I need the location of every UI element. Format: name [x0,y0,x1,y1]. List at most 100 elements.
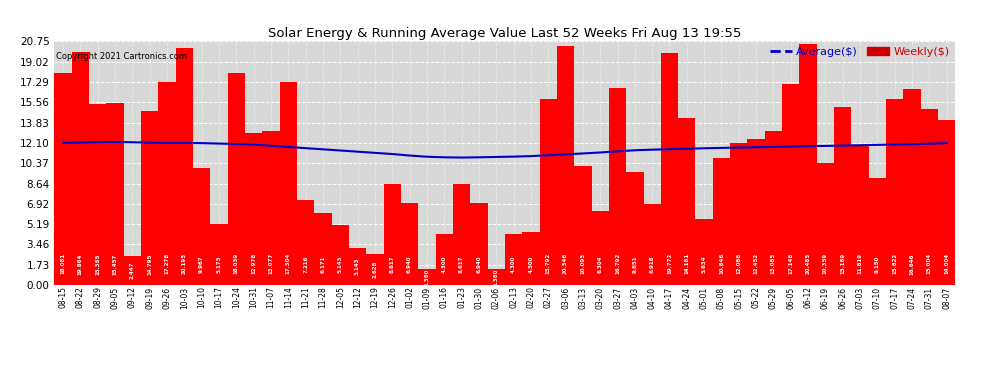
Text: 17.148: 17.148 [788,253,793,274]
Text: 2.447: 2.447 [130,262,135,279]
Text: 15.822: 15.822 [892,253,897,274]
Bar [921,109,939,285]
Text: 10.095: 10.095 [580,253,585,274]
Text: 10.359: 10.359 [823,253,828,274]
Bar [72,52,89,285]
Bar [574,166,592,285]
Bar [384,184,401,285]
Text: 15.189: 15.189 [841,253,845,274]
Text: 1.380: 1.380 [494,268,499,286]
Bar [366,254,384,285]
Text: 17.278: 17.278 [164,253,169,274]
Bar [158,82,176,285]
Text: 15.792: 15.792 [545,253,550,274]
Text: 16.792: 16.792 [615,253,620,274]
Text: 4.300: 4.300 [511,255,516,273]
Bar [193,168,210,285]
Bar [54,73,72,285]
Text: 10.846: 10.846 [719,253,724,274]
Bar [315,213,332,285]
Text: 6.940: 6.940 [407,255,412,273]
Text: 5.634: 5.634 [702,255,707,273]
Text: 16.646: 16.646 [910,253,915,274]
Text: 5.173: 5.173 [217,255,222,273]
Bar [262,131,279,285]
Bar [453,184,470,285]
Bar [886,99,903,285]
Legend: Average($), Weekly($): Average($), Weekly($) [769,47,949,57]
Bar [210,224,228,285]
Text: 6.304: 6.304 [598,255,603,273]
Bar [644,204,661,285]
Text: 5.143: 5.143 [338,255,343,273]
Bar [228,73,246,285]
Text: 18.039: 18.039 [234,253,239,274]
Text: 9.150: 9.150 [875,255,880,273]
Text: 9.651: 9.651 [633,255,638,273]
Text: 12.086: 12.086 [737,253,742,274]
Bar [401,204,418,285]
Text: 8.617: 8.617 [459,255,464,273]
Text: 12.978: 12.978 [251,253,256,274]
Bar [903,90,921,285]
Text: 17.304: 17.304 [286,253,291,274]
Bar [713,158,731,285]
Bar [609,88,626,285]
Bar [626,172,644,285]
Text: 20.195: 20.195 [182,253,187,274]
Bar [592,211,609,285]
Bar [661,53,678,285]
Bar [556,46,574,285]
Text: 2.628: 2.628 [372,261,377,278]
Text: 1.380: 1.380 [425,268,430,286]
Bar [522,232,540,285]
Bar [695,219,713,285]
Bar [817,164,834,285]
Bar [141,111,158,285]
Text: 6.171: 6.171 [321,255,326,273]
Bar [89,104,107,285]
Bar [869,177,886,285]
Text: 15.385: 15.385 [95,253,100,274]
Bar [124,256,141,285]
Text: 15.004: 15.004 [927,253,932,274]
Bar [747,139,764,285]
Bar [349,248,366,285]
Bar [107,104,124,285]
Text: 18.081: 18.081 [60,253,65,274]
Text: 15.457: 15.457 [113,253,118,274]
Text: 13.085: 13.085 [771,253,776,274]
Bar [176,48,193,285]
Bar [418,269,436,285]
Text: 14.181: 14.181 [684,253,689,274]
Bar [436,234,453,285]
Bar [678,118,695,285]
Bar [851,146,869,285]
Bar [332,225,348,285]
Text: 6.918: 6.918 [649,255,654,273]
Bar [505,234,523,285]
Text: 12.452: 12.452 [753,253,758,274]
Text: 20.485: 20.485 [806,253,811,274]
Text: 13.077: 13.077 [268,253,273,274]
Bar [834,106,851,285]
Bar [782,84,800,285]
Bar [297,200,315,285]
Bar [938,120,955,285]
Text: 14.795: 14.795 [148,253,152,274]
Text: 6.940: 6.940 [476,255,481,273]
Bar [246,132,262,285]
Text: 19.772: 19.772 [667,253,672,274]
Text: 20.346: 20.346 [563,253,568,274]
Text: 4.300: 4.300 [442,255,446,273]
Text: 11.819: 11.819 [857,253,862,274]
Bar [730,143,747,285]
Bar [470,204,487,285]
Text: 8.617: 8.617 [390,255,395,273]
Bar [800,44,817,285]
Bar [764,131,782,285]
Text: 4.500: 4.500 [529,255,534,273]
Text: 7.216: 7.216 [303,255,308,273]
Bar [280,82,297,285]
Text: 9.967: 9.967 [199,255,204,273]
